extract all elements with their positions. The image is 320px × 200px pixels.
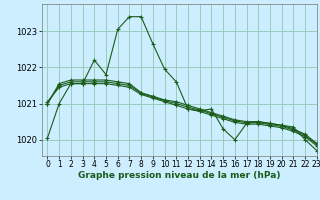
X-axis label: Graphe pression niveau de la mer (hPa): Graphe pression niveau de la mer (hPa) [78,171,280,180]
